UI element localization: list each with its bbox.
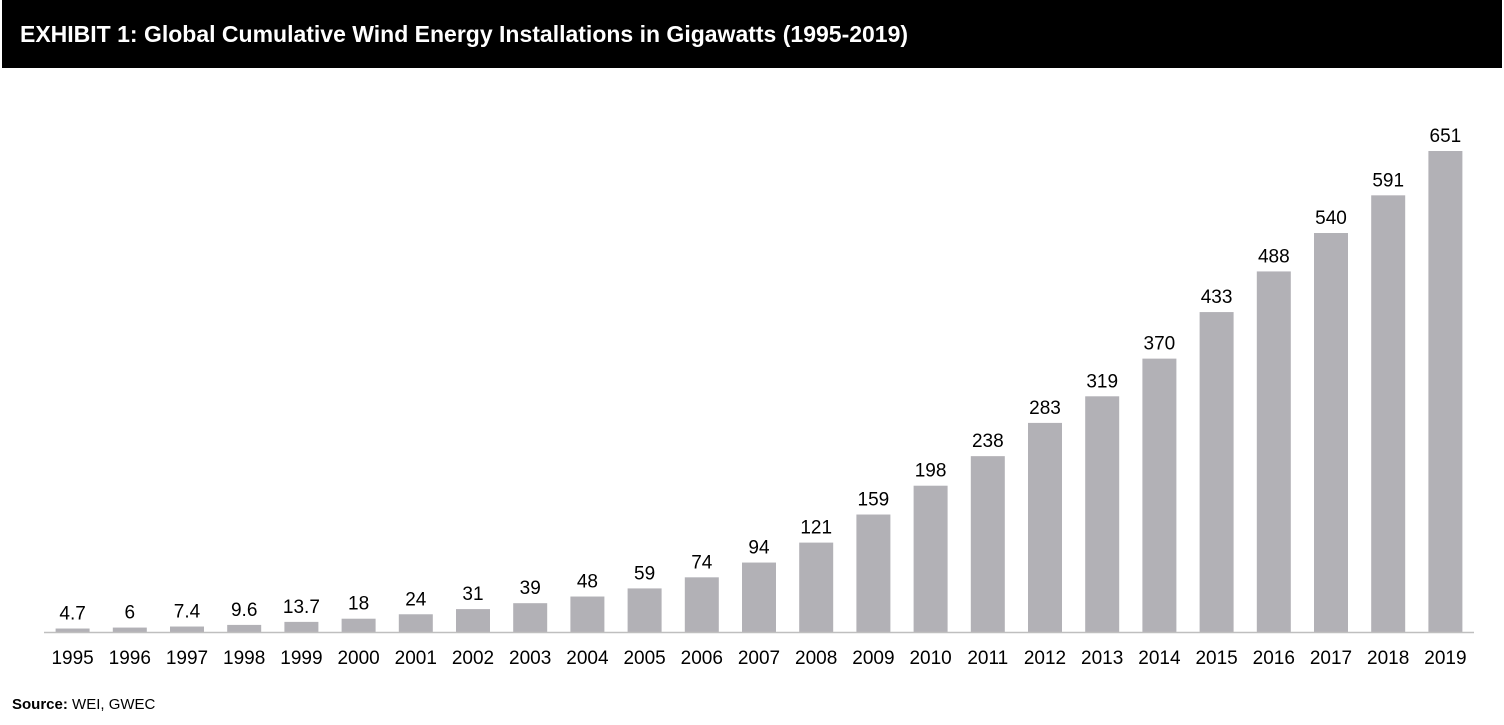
tick-label-2016: 2016: [1253, 648, 1295, 669]
bars-group: [55, 151, 1463, 632]
data-label-2000: 18: [348, 594, 369, 615]
data-label-1995: 4.7: [59, 604, 85, 625]
data-label-2011: 238: [972, 431, 1004, 452]
bar-2005: [627, 588, 662, 632]
bar-2008: [799, 542, 834, 632]
data-label-2012: 283: [1029, 398, 1061, 419]
data-label-2015: 433: [1201, 287, 1233, 308]
bar-2004: [570, 596, 605, 632]
data-label-2014: 370: [1144, 334, 1176, 355]
tick-label-2014: 2014: [1138, 648, 1181, 669]
data-label-1999: 13.7: [283, 597, 320, 618]
tick-labels-group: 1995 1996 1997 1998 1999 2000 2001 2002 2003 2004…: [51, 648, 1466, 669]
tick-label-2019: 2019: [1424, 648, 1466, 669]
chart-title: EXHIBIT 1: Global Cumulative Wind Energy…: [20, 20, 909, 47]
tick-label-2002: 2002: [452, 648, 494, 669]
bar-1998: [227, 624, 262, 632]
data-label-2001: 24: [405, 589, 427, 610]
bar-2013: [1085, 396, 1120, 632]
data-label-2009: 159: [858, 490, 890, 511]
tick-label-2003: 2003: [509, 648, 551, 669]
tick-label-1997: 1997: [166, 648, 208, 669]
bar-2018: [1371, 195, 1406, 632]
tick-label-2009: 2009: [852, 648, 894, 669]
bar-1995: [55, 628, 90, 632]
data-label-2003: 39: [520, 578, 541, 599]
tick-label-2012: 2012: [1024, 648, 1066, 669]
tick-label-2001: 2001: [395, 648, 437, 669]
title-bar: EXHIBIT 1: Global Cumulative Wind Energy…: [2, 0, 1502, 68]
tick-label-1995: 1995: [51, 648, 93, 669]
tick-label-1998: 1998: [223, 648, 265, 669]
data-label-2013: 319: [1086, 371, 1118, 392]
tick-label-2000: 2000: [337, 648, 379, 669]
bar-1996: [112, 627, 147, 632]
tick-label-2008: 2008: [795, 648, 837, 669]
data-label-1997: 7.4: [174, 602, 201, 623]
tick-label-2013: 2013: [1081, 648, 1123, 669]
bar-2006: [684, 577, 719, 632]
bar-2010: [913, 485, 948, 632]
bar-2016: [1256, 271, 1291, 632]
data-label-2019: 651: [1430, 126, 1462, 147]
data-label-2007: 94: [748, 538, 770, 559]
bar-2009: [856, 514, 891, 632]
source-text: WEI, GWEC: [72, 696, 156, 713]
tick-label-2018: 2018: [1367, 648, 1409, 669]
source-note: Source: WEI, GWEC: [12, 696, 155, 713]
tick-label-1999: 1999: [280, 648, 322, 669]
bar-2012: [1028, 422, 1062, 632]
tick-label-2017: 2017: [1310, 648, 1352, 669]
bar-2001: [398, 614, 433, 632]
bar-2011: [970, 456, 1005, 632]
data-label-2016: 488: [1258, 246, 1290, 267]
data-label-2006: 74: [691, 552, 713, 573]
data-label-2002: 31: [462, 584, 483, 605]
data-label-2004: 48: [577, 572, 598, 593]
bar-2000: [341, 618, 376, 632]
tick-label-2007: 2007: [738, 648, 780, 669]
bar-1999: [284, 621, 319, 632]
value-labels-group: 4.7 6 7.4 9.6 13.7 18 24 31 39 48 59 74 94 121 159 198 2…: [59, 126, 1461, 625]
data-label-1998: 9.6: [231, 600, 257, 621]
tick-label-2006: 2006: [681, 648, 723, 669]
data-label-2005: 59: [634, 563, 655, 584]
tick-label-2004: 2004: [566, 648, 609, 669]
tick-label-1996: 1996: [109, 648, 151, 669]
tick-label-2005: 2005: [623, 648, 665, 669]
bar-1997: [170, 626, 204, 632]
tick-label-2015: 2015: [1195, 648, 1237, 669]
bar-2019: [1428, 151, 1463, 632]
bar-2007: [742, 562, 776, 632]
bar-2015: [1199, 312, 1234, 632]
tick-label-2011: 2011: [967, 648, 1008, 669]
bar-2002: [456, 609, 490, 632]
tick-label-2010: 2010: [909, 648, 951, 669]
data-label-2008: 121: [800, 518, 832, 539]
data-label-1996: 6: [125, 603, 136, 624]
bar-2003: [513, 603, 548, 632]
data-label-2017: 540: [1315, 208, 1347, 229]
bar-2017: [1314, 233, 1348, 632]
bar-2014: [1142, 358, 1177, 632]
source-label: Source:: [12, 696, 68, 713]
data-label-2010: 198: [915, 461, 947, 482]
data-label-2018: 591: [1372, 170, 1404, 191]
